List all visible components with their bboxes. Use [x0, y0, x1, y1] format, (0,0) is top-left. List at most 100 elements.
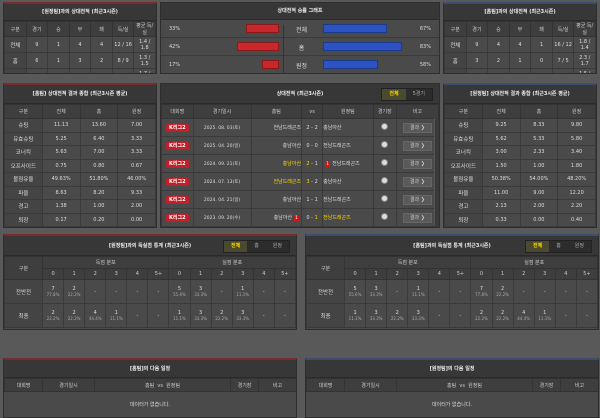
home-score: 2 — [306, 160, 310, 167]
cell: 1.4 / 1.8 — [133, 36, 156, 53]
percent: 33.3% — [194, 316, 207, 321]
count: - — [564, 312, 567, 319]
tab-2[interactable]: 원정 — [574, 243, 584, 249]
score-cell: 0 - 0 — [301, 136, 324, 155]
cell: 1.80 — [557, 158, 596, 173]
scrollbar[interactable] — [434, 118, 438, 226]
percent: 11.1% — [173, 316, 186, 321]
panel-title-bar: 상대전적 승률 그래프 — [161, 3, 439, 20]
cell: 2.13 — [481, 199, 521, 214]
tab-0[interactable]: 전체 — [223, 241, 248, 252]
cell: 5.25 — [41, 131, 81, 146]
count: 3 — [374, 310, 378, 316]
cell: 2.20 — [557, 199, 596, 214]
tab-0[interactable]: 전체 — [525, 241, 550, 252]
result-button[interactable]: 결과 ❯ — [402, 123, 432, 133]
count: - — [157, 312, 160, 319]
right-bar — [323, 60, 379, 69]
column-header: 득/실 — [551, 21, 575, 37]
scored-cell: - — [428, 279, 451, 304]
row-label: 홈 — [4, 52, 27, 69]
cell: 1 — [47, 36, 70, 53]
result-button[interactable]: 결과 ❯ — [402, 177, 432, 187]
home-score: 0 — [306, 142, 310, 149]
stadium-icon[interactable] — [381, 123, 389, 130]
tab-0[interactable]: 전체 — [382, 89, 406, 100]
panel-title: [원정팀]과의 득실점 통계 (최근3시즌) — [108, 243, 192, 249]
scored-cell: 2 22.2% — [386, 303, 409, 328]
league-cell: K리그2 — [161, 190, 194, 209]
away-team-cell: 전남드래곤즈 — [322, 208, 374, 227]
stadium-icon[interactable] — [381, 159, 389, 166]
conceded-cell: - — [273, 279, 296, 304]
column-header: 비고 — [560, 378, 598, 392]
table-row: 최종 2 22.2% 2 22.2% 4 44.4% 1 11.1% - -1 11.1% 3 33.3%… — [4, 303, 296, 328]
cell: 46.00% — [117, 172, 156, 187]
cell: 2 — [487, 68, 510, 73]
column-header: 패 — [530, 21, 553, 37]
tab-1[interactable]: 홈 — [556, 243, 561, 249]
count: - — [94, 288, 97, 295]
table-row: 슈팅 9.25 8.33 9.80 — [444, 118, 596, 133]
date-cell: 2025. 04. 20(일) — [192, 136, 252, 155]
count: - — [564, 288, 567, 295]
score-separator: - — [309, 214, 315, 221]
right-percent: 83% — [419, 44, 431, 50]
cell: 9.25 — [481, 118, 521, 133]
result-button[interactable]: 결과 ❯ — [402, 141, 432, 151]
tab-1[interactable]: 홈 — [254, 243, 259, 249]
bucket-header: 3 — [231, 268, 254, 280]
row-label: 전체 — [283, 25, 319, 43]
header-row: 대회명 경기일시 홈팀 vs 원정팀 경기장 비고 — [161, 104, 439, 119]
count: - — [543, 288, 546, 295]
stadium-icon[interactable] — [381, 195, 389, 202]
left-bar — [246, 24, 279, 33]
count: 7 — [479, 286, 484, 292]
league-badge: K리그2 — [166, 124, 189, 132]
bucket-header: 3 — [105, 268, 128, 280]
bucket-header: 4 — [554, 268, 577, 280]
panel-title-bar: [홈팀] 상대전적 결과 종합 (최근3시즌 평균) — [4, 85, 156, 104]
summary-away-panel: [원정팀] 상대전적 결과 종합 (최근3시즌 평균) 구분 전체 홈 원정 슈팅 9.25… — [443, 83, 597, 228]
league-badge: K리그2 — [166, 160, 189, 168]
cell: 0.20 — [79, 212, 119, 227]
percent: 77.8% — [46, 292, 60, 297]
stadium-icon[interactable] — [381, 177, 389, 184]
scored-cell: - — [449, 303, 472, 328]
cell: 2 — [487, 52, 510, 69]
cell: 50.38% — [481, 172, 521, 187]
table-row: 경고 2.13 2.00 2.20 — [444, 199, 596, 214]
conceded-cell: 1 11.1% — [533, 303, 556, 328]
league-badge: K리그2 — [166, 196, 189, 204]
cell: 8.33 — [519, 118, 559, 133]
count: 1 — [114, 310, 118, 316]
count: 3 — [198, 286, 203, 292]
cell: 5.80 — [557, 131, 596, 146]
stadium-icon[interactable] — [381, 213, 389, 220]
tab-1[interactable]: 5경기 — [412, 91, 425, 97]
result-button[interactable]: 결과 ❯ — [402, 159, 432, 169]
column-header: 경기 — [465, 21, 489, 37]
stats-table: 구분 경기 승 무 패 득/실 평균 득/실 전체 9 1 4 4 12 / 16 1.4 / 1.8 홈 6… — [4, 21, 156, 73]
count: - — [586, 312, 588, 319]
cell: 1 — [530, 36, 553, 53]
column-header: 비고 — [395, 104, 439, 119]
note-cell: 결과 ❯ — [395, 136, 439, 155]
column-header: vs — [301, 104, 324, 119]
tab-2[interactable]: 원정 — [272, 243, 282, 249]
date-cell: 2023. 09. 20(수) — [192, 208, 252, 227]
column-header: 무 — [508, 21, 532, 37]
row-label: 코너킥 — [4, 145, 43, 160]
count: - — [438, 288, 441, 295]
cell: 3.40 — [557, 145, 596, 160]
stadium-icon[interactable] — [381, 141, 389, 148]
home-team: 충남아산 — [282, 143, 302, 149]
result-button[interactable]: 결과 ❯ — [402, 213, 432, 223]
panel-title: [홈팀]의 다음 일정 — [129, 366, 171, 372]
home-team: 충남아산 — [282, 197, 302, 203]
header-row: 구분 전체 홈 원정 — [4, 104, 156, 119]
cell: 9.00 — [519, 185, 559, 200]
count: - — [220, 288, 223, 295]
result-button[interactable]: 결과 ❯ — [402, 195, 432, 205]
cell: 2.00 — [117, 199, 156, 214]
